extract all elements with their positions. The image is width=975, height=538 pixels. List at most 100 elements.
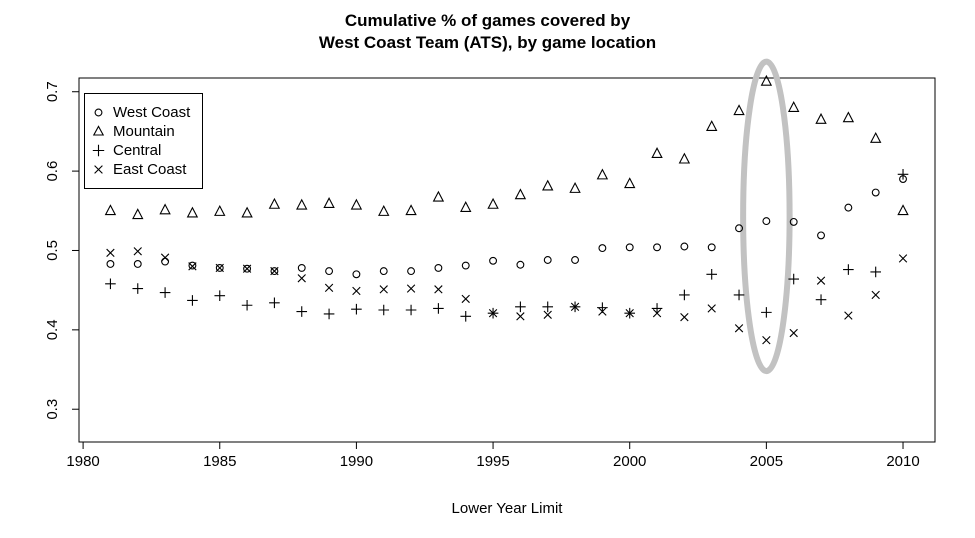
data-point-marker	[844, 203, 853, 212]
data-point-marker	[268, 197, 281, 209]
data-point-marker	[407, 267, 416, 276]
y-tick-label: 0.4	[44, 319, 61, 340]
data-point-marker	[733, 104, 745, 116]
legend-label: Central	[113, 142, 162, 159]
data-point-marker	[788, 273, 799, 285]
data-point-marker	[243, 264, 252, 273]
data-point-marker	[652, 308, 662, 318]
data-point-marker	[871, 290, 880, 300]
data-point-marker	[188, 262, 197, 271]
data-point-marker	[270, 266, 279, 276]
data-point-marker	[842, 111, 855, 123]
legend-item-west-coast: West Coast	[91, 103, 202, 122]
data-point-marker	[132, 283, 144, 294]
data-point-marker	[678, 152, 691, 164]
data-point-marker	[817, 231, 825, 240]
data-point-marker	[433, 303, 444, 314]
data-point-marker	[296, 198, 308, 210]
data-point-marker	[461, 294, 470, 304]
x-marker-icon	[94, 165, 103, 174]
data-point-marker	[707, 243, 716, 252]
data-point-marker	[186, 206, 199, 218]
data-point-marker	[296, 306, 308, 317]
data-point-marker	[323, 197, 335, 208]
data-point-marker	[270, 267, 279, 276]
series-east-coast	[106, 247, 908, 345]
data-point-marker	[378, 204, 390, 216]
data-point-marker	[106, 260, 115, 268]
data-point-marker	[515, 301, 526, 313]
data-point-marker	[434, 263, 443, 272]
data-point-marker	[543, 256, 552, 264]
data-point-marker	[106, 248, 115, 258]
data-point-marker	[215, 263, 224, 272]
x-tick-label: 1980	[66, 453, 99, 470]
data-point-marker	[405, 204, 417, 216]
y-tick-label: 0.5	[44, 240, 61, 261]
data-point-marker	[680, 242, 689, 251]
data-point-marker	[789, 328, 798, 338]
data-point-marker	[188, 261, 197, 270]
data-point-marker	[352, 270, 361, 279]
data-point-marker	[379, 267, 388, 276]
data-point-marker	[132, 208, 144, 220]
data-point-marker	[706, 120, 718, 132]
data-point-marker	[761, 307, 772, 318]
data-point-marker	[624, 177, 636, 189]
data-point-marker	[378, 304, 390, 316]
x-tick-label: 1985	[203, 453, 236, 470]
data-point-marker	[571, 256, 580, 264]
data-point-marker	[651, 303, 663, 314]
data-point-marker	[432, 190, 445, 202]
data-point-marker	[844, 311, 853, 320]
data-point-marker	[351, 303, 362, 315]
data-point-marker	[489, 256, 498, 265]
data-point-marker	[160, 253, 170, 262]
data-point-marker	[516, 312, 525, 321]
data-point-marker	[569, 181, 581, 193]
data-point-marker	[651, 147, 663, 158]
data-point-marker	[598, 244, 607, 253]
data-point-marker	[596, 168, 609, 180]
data-point-marker	[379, 285, 388, 294]
data-point-marker	[352, 286, 361, 296]
data-point-marker	[679, 289, 690, 301]
data-point-marker	[870, 266, 881, 278]
data-point-marker	[542, 301, 554, 313]
data-point-marker	[214, 290, 226, 302]
x-tick-label: 2000	[613, 453, 646, 470]
legend-label: East Coast	[113, 161, 187, 178]
legend-label: Mountain	[113, 123, 175, 140]
data-point-marker	[460, 311, 472, 322]
data-point-marker	[133, 260, 142, 268]
y-tick-label: 0.6	[44, 161, 61, 182]
y-tick-label: 0.7	[44, 81, 61, 102]
data-point-marker	[214, 204, 226, 216]
series-west-coast	[106, 175, 907, 279]
data-point-marker	[350, 198, 363, 210]
x-tick-label: 1995	[476, 453, 509, 470]
legend-item-mountain: Mountain	[91, 122, 202, 141]
data-point-marker	[707, 304, 716, 313]
data-point-marker	[488, 308, 498, 318]
chart-title-line1: Cumulative % of games covered by	[344, 11, 631, 30]
data-point-marker	[187, 295, 198, 306]
data-point-marker	[897, 204, 909, 216]
x-axis-title: Lower Year Limit	[451, 500, 563, 517]
data-point-marker	[542, 179, 554, 191]
data-point-marker	[460, 201, 472, 212]
data-point-marker	[133, 247, 142, 256]
data-point-marker	[461, 261, 470, 270]
data-point-marker	[843, 264, 854, 275]
highlight-ellipse	[740, 58, 793, 375]
data-point-marker	[898, 254, 908, 263]
x-tick-label: 2010	[886, 453, 919, 470]
data-point-marker	[159, 287, 171, 298]
data-point-marker	[324, 283, 334, 292]
data-point-marker	[897, 168, 909, 180]
data-point-marker	[816, 276, 826, 285]
data-point-marker	[105, 278, 116, 290]
data-point-marker	[653, 243, 661, 252]
data-point-marker	[269, 297, 280, 309]
